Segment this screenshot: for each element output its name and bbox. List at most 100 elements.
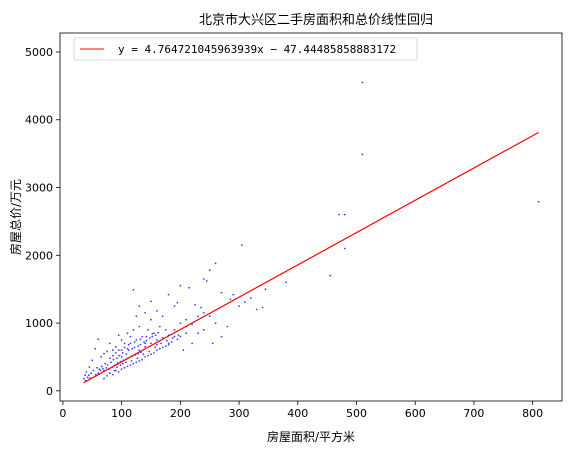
scatter-point [160, 342, 162, 345]
scatter-point [173, 328, 176, 331]
x-axis-label: 房屋面积/平方米 [267, 429, 355, 444]
scatter-point [127, 349, 130, 352]
scatter-point [338, 213, 340, 216]
y-tick-label: 2000 [25, 249, 53, 262]
scatter-point [125, 353, 128, 356]
scatter-point [109, 357, 111, 360]
scatter-point [90, 372, 92, 375]
scatter-point [117, 334, 120, 337]
scatter-point [121, 352, 124, 354]
scatter-point [106, 375, 108, 377]
scatter-point [164, 345, 167, 347]
scatter-point [86, 376, 89, 379]
scatter-point [154, 346, 157, 349]
scatter-point [211, 342, 214, 345]
legend-entry-label: y = 4.764721045963939x − 47.444858588831… [118, 43, 396, 56]
scatter-point [133, 341, 136, 343]
scatter-point [87, 374, 90, 377]
x-tick-label: 700 [463, 407, 484, 420]
x-tick-label: 800 [522, 407, 543, 420]
scatter-point [167, 293, 170, 296]
scatter-point [126, 365, 129, 368]
scatter-point [167, 342, 170, 345]
scatter-point [220, 335, 223, 338]
scatter-point [156, 343, 158, 346]
x-tick-label: 300 [229, 407, 250, 420]
scatter-point [158, 325, 161, 328]
scatter-point [171, 337, 174, 339]
scatter-point [154, 334, 157, 337]
scatter-point [197, 332, 199, 335]
scatter-point [343, 213, 346, 216]
scatter-point [208, 315, 211, 318]
scatter-point [114, 345, 117, 348]
scatter-point [244, 301, 246, 303]
scatter-point [147, 354, 150, 357]
scatter-point [135, 339, 138, 341]
scatter-point [188, 286, 191, 289]
y-tick-label: 4000 [25, 114, 53, 127]
scatter-point [83, 377, 85, 380]
scatter-point [182, 349, 185, 352]
scatter-point [126, 347, 129, 350]
scatter-point [130, 360, 133, 362]
scatter-point [100, 365, 103, 368]
x-tick-label: 100 [111, 407, 132, 420]
scatter-point [121, 362, 124, 365]
scatter-point [147, 328, 150, 331]
scatter-point [129, 335, 132, 338]
scatter-point [113, 369, 116, 372]
scatter-point [139, 338, 142, 341]
scatter-point [120, 349, 123, 352]
scatter-point [102, 367, 104, 370]
scatter-point [173, 305, 176, 307]
scatter-point [167, 343, 170, 346]
scatter-point [238, 305, 241, 307]
scatter-point [144, 345, 147, 348]
scatter-point [179, 322, 182, 324]
scatter-point [361, 81, 364, 84]
scatter-point [103, 377, 105, 380]
chart-title: 北京市大兴区二手房面积和总价线性回归 [199, 12, 433, 28]
scatter-point [150, 318, 152, 321]
scatter-point [249, 297, 252, 299]
scatter-point [151, 333, 154, 335]
scatter-point [148, 337, 151, 339]
scatter-point [120, 356, 123, 358]
scatter-point [343, 247, 346, 250]
scatter-point [141, 358, 144, 361]
scatter-point [123, 346, 126, 349]
scatter-point [148, 350, 151, 353]
scatter-point [144, 342, 147, 345]
scatter-point [99, 369, 102, 372]
scatter-point [194, 303, 196, 306]
scatter-point [161, 346, 164, 349]
scatter-point [220, 291, 223, 294]
scatter-point [150, 353, 152, 356]
scatter-point [139, 343, 142, 346]
scatter-point [138, 360, 141, 362]
x-tick-label: 500 [346, 407, 367, 420]
scatter-point [208, 269, 211, 272]
scatter-point [104, 362, 107, 365]
scatter-point [261, 306, 264, 309]
scatter-point [85, 371, 88, 373]
scatter-point [106, 364, 109, 366]
scatter-point [103, 352, 105, 355]
scatter-point [120, 368, 123, 370]
scatter-point [123, 342, 126, 345]
x-tick-label: 600 [405, 407, 426, 420]
scatter-point [138, 325, 141, 328]
scatter-point [133, 346, 136, 349]
scatter-point [116, 357, 118, 360]
scatter-point [126, 332, 129, 335]
scatter-point [179, 335, 182, 338]
scatter-point [202, 278, 205, 280]
scatter-point [110, 361, 112, 364]
scatter-point [111, 373, 114, 376]
scatter-point [118, 354, 121, 357]
scatter-point [143, 341, 145, 343]
scatter-point [106, 350, 108, 353]
scatter-point [129, 342, 132, 345]
